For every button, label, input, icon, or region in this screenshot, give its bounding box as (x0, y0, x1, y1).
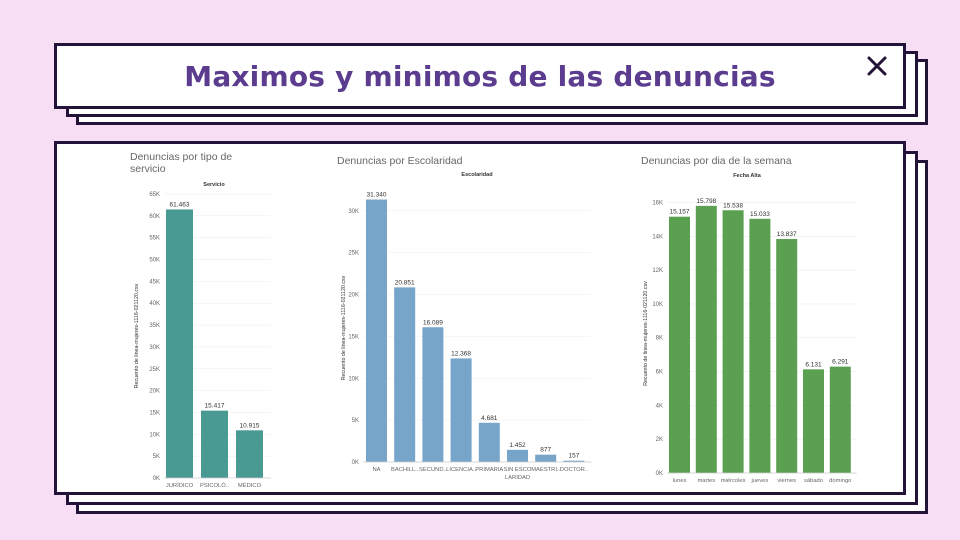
y-tick-label: 4K (656, 403, 663, 409)
category-label: jueves (751, 478, 769, 484)
chart-title: Denuncias por dia de la semana (641, 155, 792, 167)
y-tick-label: 20K (149, 389, 160, 395)
y-tick-label: 12K (652, 268, 663, 274)
chart-title: Denuncias por Escolaridad (337, 155, 463, 167)
data-label: 877 (540, 447, 551, 454)
y-tick-label: 0K (656, 471, 663, 477)
data-label: 15.798 (696, 198, 716, 205)
category-label: sábado (804, 478, 823, 484)
data-label: 15.417 (205, 403, 225, 410)
data-label: 4.681 (481, 415, 498, 422)
category-label: PSICOLÓ.. (200, 482, 229, 489)
category-label: martes (697, 478, 715, 484)
category-label: NA (372, 467, 380, 473)
category-label: viernes (777, 478, 796, 484)
chart-header: Servicio (203, 182, 225, 188)
bar (507, 449, 528, 462)
data-label: 16.089 (423, 319, 443, 326)
bar (394, 287, 416, 462)
y-tick-label: 35K (149, 323, 160, 329)
bar (669, 216, 690, 473)
close-button[interactable] (865, 54, 889, 78)
category-label: miércoles (721, 478, 746, 484)
y-tick-label: 60K (149, 214, 160, 220)
y-tick-label: 25K (149, 367, 160, 373)
y-tick-label: 0K (153, 476, 160, 482)
bar (722, 210, 744, 473)
page-title: Maximos y minimos de las denuncias (184, 60, 776, 93)
category-label: DOCTOR.. (560, 467, 589, 473)
y-tick-label: 50K (149, 258, 160, 264)
y-tick-label: 30K (348, 209, 359, 215)
category-label: SECUND.. (419, 467, 447, 473)
category-label: MAESTRI.. (531, 467, 560, 473)
y-tick-label: 40K (149, 301, 160, 307)
data-label: 6.131 (805, 361, 822, 368)
data-label: 31.340 (367, 192, 387, 199)
data-label: 10.915 (240, 422, 260, 429)
category-label: lunes (673, 478, 687, 484)
data-label: 6.291 (832, 359, 849, 366)
y-tick-label: 14K (652, 234, 663, 240)
data-label: 20.851 (395, 279, 415, 286)
bar (422, 327, 444, 462)
y-tick-label: 30K (149, 345, 160, 351)
y-tick-label: 25K (348, 251, 359, 257)
y-axis-label: Recuento de linea-mujeres-1116-021120.cs… (643, 281, 649, 386)
y-axis-label: Recuento de linea-mujeres-1116-021120.cs… (341, 275, 347, 380)
bar (236, 430, 263, 478)
bar (563, 460, 585, 462)
y-axis-label: Recuento de linea-mujeres-1116-021120.cs… (134, 283, 140, 388)
category-label: PRIMARIA (475, 467, 503, 473)
bar (803, 369, 824, 473)
y-tick-label: 8K (656, 336, 663, 342)
y-tick-label: 55K (149, 236, 160, 242)
y-tick-label: 65K (149, 192, 160, 198)
y-tick-label: 2K (656, 437, 663, 443)
bar (695, 205, 717, 473)
y-tick-label: 15K (149, 410, 160, 416)
bar (776, 239, 798, 473)
bar (201, 410, 228, 478)
y-tick-label: 10K (348, 376, 359, 382)
y-tick-label: 16K (652, 200, 663, 206)
chart-header: Escolaridad (461, 172, 492, 178)
y-tick-label: 45K (149, 279, 160, 285)
data-label: 15.033 (750, 211, 770, 218)
y-tick-label: 20K (348, 293, 359, 299)
y-tick-label: 6K (656, 370, 663, 376)
charts-card: Denuncias por tipo de servicio Servicio Rec… (54, 141, 906, 495)
bar (166, 209, 193, 478)
data-label: 61.463 (170, 201, 190, 208)
bar (366, 199, 387, 462)
category-label: domingo (829, 478, 851, 484)
bar (749, 218, 771, 473)
chart-header: Fecha Alta (733, 173, 762, 179)
chart-title: Denuncias por tipo de servicio (130, 151, 232, 175)
title-card: Maximos y minimos de las denuncias (54, 43, 906, 109)
close-icon (867, 56, 887, 76)
category-label: MÉDICO (238, 482, 262, 489)
bar (535, 454, 557, 462)
y-tick-label: 5K (153, 454, 160, 460)
bar (450, 358, 472, 462)
data-label: 15.157 (670, 209, 690, 216)
category-label: BACHILL.. (391, 467, 419, 473)
bar (478, 422, 500, 462)
category-label: LICENCIA.. (446, 467, 476, 473)
category-label: JURÍDICO (166, 482, 194, 489)
category-label: SIN ESCO LARIDAD (504, 467, 532, 481)
data-label: 1.452 (509, 442, 526, 449)
y-tick-label: 0K (352, 460, 359, 466)
y-tick-label: 5K (352, 418, 359, 424)
y-tick-label: 15K (348, 334, 359, 340)
data-label: 13.837 (777, 231, 797, 238)
charts-canvas: Denuncias por tipo de servicio Servicio Rec… (130, 151, 857, 489)
y-tick-label: 10K (149, 432, 160, 438)
data-label: 12.368 (451, 350, 471, 357)
bar (829, 366, 851, 473)
data-label: 15.538 (723, 202, 743, 209)
y-tick-label: 10K (652, 302, 663, 308)
data-label: 157 (568, 453, 579, 460)
